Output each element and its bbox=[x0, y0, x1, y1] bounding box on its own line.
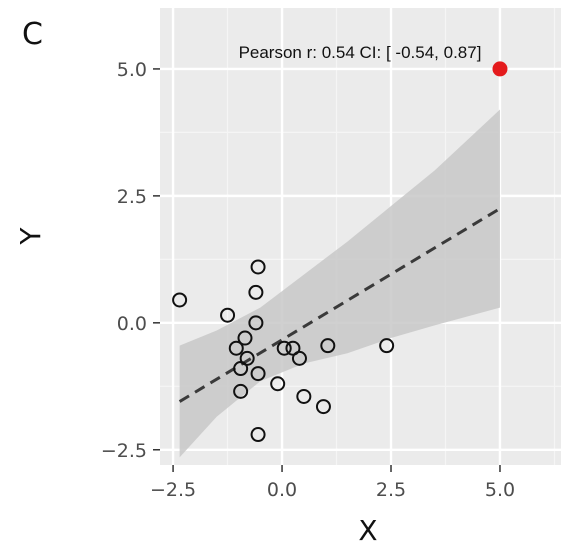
y-tick-label: 2.5 bbox=[117, 186, 147, 208]
y-axis-title: Y bbox=[14, 227, 47, 246]
data-point bbox=[248, 284, 264, 300]
x-axis-ticks: −2.5 0.0 2.5 5.0 bbox=[150, 465, 515, 501]
data-point bbox=[296, 388, 312, 404]
x-tick-label: −2.5 bbox=[150, 479, 196, 501]
outlier-point bbox=[492, 61, 508, 77]
data-point bbox=[270, 376, 286, 392]
data-point bbox=[237, 330, 253, 346]
y-tick-label: 0.0 bbox=[117, 313, 147, 335]
x-tick-label: 5.0 bbox=[485, 479, 515, 501]
x-axis-title: X bbox=[358, 514, 377, 547]
y-tick-label: −2.5 bbox=[101, 440, 147, 462]
data-point bbox=[248, 315, 264, 331]
data-point bbox=[320, 338, 336, 354]
data-point bbox=[250, 366, 266, 382]
data-point bbox=[220, 307, 236, 323]
y-axis-ticks: −2.5 0.0 2.5 5.0 bbox=[101, 59, 160, 462]
data-point bbox=[233, 383, 249, 399]
data-point bbox=[315, 399, 331, 415]
data-point bbox=[250, 259, 266, 275]
data-point bbox=[228, 340, 244, 356]
fit-line bbox=[178, 207, 501, 403]
data-point bbox=[239, 350, 255, 366]
data-point bbox=[379, 338, 395, 354]
confidence-band bbox=[179, 109, 500, 458]
data-points bbox=[172, 61, 508, 443]
pearson-annotation: Pearson r: 0.54 CI: [ -0.54, 0.87] bbox=[239, 43, 482, 62]
data-point bbox=[276, 340, 292, 356]
fit-line-layer bbox=[178, 207, 501, 403]
x-tick-label: 2.5 bbox=[376, 479, 406, 501]
data-point bbox=[172, 292, 188, 308]
data-point bbox=[291, 350, 307, 366]
y-tick-label: 5.0 bbox=[117, 59, 147, 81]
confidence-band-layer bbox=[179, 109, 500, 458]
data-point bbox=[250, 427, 266, 443]
x-tick-label: 0.0 bbox=[267, 479, 297, 501]
panel-letter: C bbox=[22, 17, 43, 52]
